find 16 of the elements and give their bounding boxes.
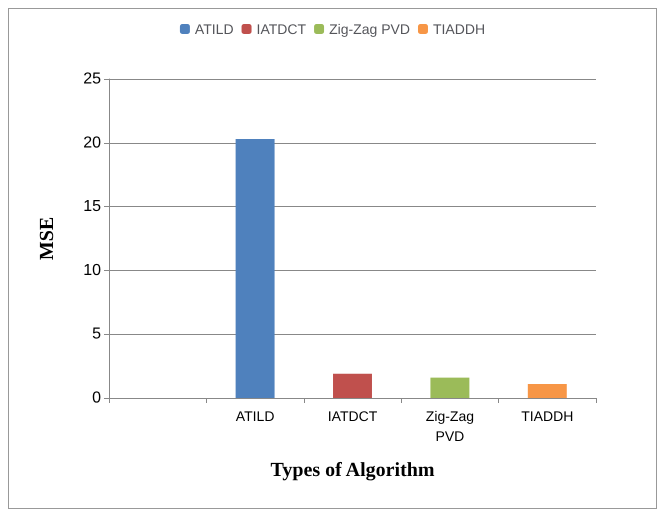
x-tick-label: Zig-Zag PVD xyxy=(426,408,474,444)
x-tick-label: TIADDH xyxy=(521,408,574,424)
legend-label: ATILD xyxy=(194,21,234,37)
y-tick-label: 25 xyxy=(83,70,102,88)
y-axis-title: MSE xyxy=(36,216,58,260)
x-tick-label: ATILD xyxy=(236,408,274,424)
y-tick-label: 15 xyxy=(83,198,102,216)
y-tick-label: 5 xyxy=(92,326,102,343)
y-tick-label: 20 xyxy=(83,134,102,152)
x-tick-label: IATDCT xyxy=(328,408,378,424)
x-axis-title: Types of Algorithm xyxy=(270,459,435,481)
y-tick-label: 10 xyxy=(83,262,102,279)
y-tick-label: 0 xyxy=(92,390,102,406)
legend-label: Zig-Zag PVD xyxy=(329,21,410,37)
legend-label: TIADDH xyxy=(432,21,486,37)
legend-label: IATDCT xyxy=(256,21,307,37)
